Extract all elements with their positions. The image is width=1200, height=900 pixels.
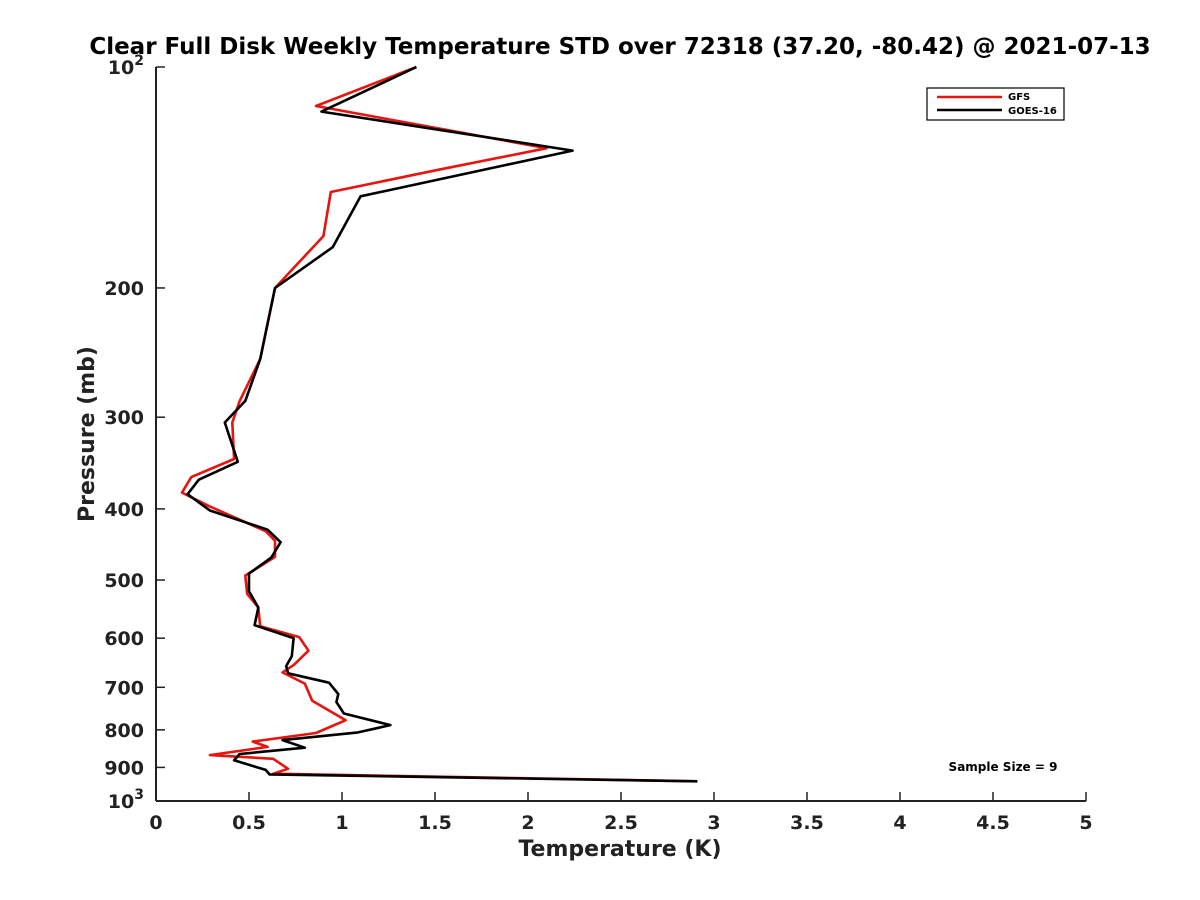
y-tick-label: 900	[104, 757, 144, 779]
x-tick-label: 3.5	[790, 812, 824, 834]
x-tick-label: 1.5	[418, 812, 452, 834]
x-axis-ticks: 0 0.5 1 1.5 2 2.5 3 3.5 4 4.5 5	[149, 792, 1093, 834]
legend-box	[926, 87, 1065, 121]
x-tick-label: 3	[707, 812, 720, 834]
y-tick-label: 500	[104, 570, 144, 592]
series-line-gfs	[180, 65, 698, 783]
y-tick-label: 800	[104, 720, 144, 742]
x-tick-label: 1	[335, 812, 348, 834]
x-tick-label: 4	[893, 812, 906, 834]
y-tick-label: 200	[104, 278, 144, 300]
y-tick-label: 400	[104, 499, 144, 521]
y-tick-label: 103	[108, 787, 144, 813]
plot-area	[155, 67, 1086, 802]
legend: GFS GOES-16	[926, 87, 1065, 121]
x-tick-label: 4.5	[976, 812, 1010, 834]
chart-title: Clear Full Disk Weekly Temperature STD o…	[89, 34, 1150, 60]
y-tick-label: 700	[104, 677, 144, 699]
x-tick-label: 5	[1079, 812, 1092, 834]
y-tick-label: 102	[108, 53, 144, 79]
y-tick-label: 600	[104, 628, 144, 650]
y-axis-label: Pressure (mb)	[75, 346, 100, 522]
sample-size-annotation: Sample Size = 9	[949, 760, 1058, 774]
x-axis-label: Temperature (K)	[518, 837, 721, 862]
x-tick-label: 2	[521, 812, 534, 834]
x-tick-label: 0	[149, 812, 162, 834]
x-tick-label: 2.5	[604, 812, 638, 834]
series-layer	[180, 65, 698, 783]
y-tick-label: 300	[104, 407, 144, 429]
legend-label-goes16: GOES-16	[1008, 106, 1057, 117]
y-axis-ticks: 102 200 300 400 500 600 700 800 900 103	[104, 53, 165, 813]
series-line-goes16	[186, 65, 698, 783]
legend-label-gfs: GFS	[1008, 92, 1030, 103]
x-tick-label: 0.5	[232, 812, 266, 834]
